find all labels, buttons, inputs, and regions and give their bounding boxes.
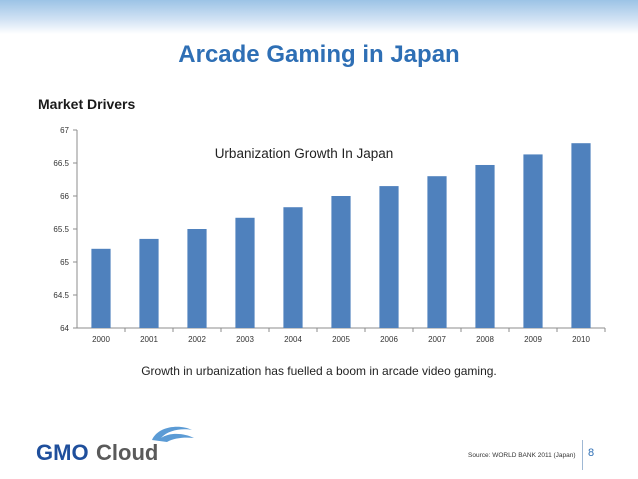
x-tick-label: 2001: [140, 335, 158, 344]
x-tick-label: 2010: [572, 335, 590, 344]
y-tick-label: 65.5: [53, 225, 69, 234]
x-tick-label: 2006: [380, 335, 398, 344]
source-note: Source: WORLD BANK 2011 (Japan): [468, 452, 576, 459]
y-tick-label: 65: [60, 258, 69, 267]
page-divider: [582, 440, 583, 470]
bar-2000: [91, 248, 111, 328]
y-tick-label: 66.5: [53, 159, 69, 168]
bar-2009: [523, 154, 543, 328]
x-tick-label: 2007: [428, 335, 446, 344]
gmo-cloud-logo: GMO Cloud: [36, 426, 194, 465]
urbanization-bar-chart: 64 64.5 65 65.5 66 66.5 67 2000 2001 2002 2003 2004…: [53, 126, 606, 344]
bar-2001: [139, 238, 159, 328]
slide-title: Arcade Gaming in Japan: [178, 41, 460, 68]
bar-2003: [235, 217, 255, 328]
bar-2008: [475, 164, 495, 328]
y-tick-label: 67: [60, 126, 69, 135]
cloud-swirl-icon: [152, 426, 194, 442]
bar-2007: [427, 176, 447, 328]
bar-2004: [283, 207, 303, 328]
bar-2006: [379, 186, 399, 328]
logo-text-cloud: Cloud: [96, 440, 158, 465]
bar-2002: [187, 229, 207, 328]
page-number: 8: [588, 447, 595, 459]
bar-2010: [571, 143, 591, 328]
x-tick-label: 2005: [332, 335, 350, 344]
chart-caption: Growth in urbanization has fuelled a boo…: [141, 364, 497, 378]
y-tick-label: 64: [60, 324, 69, 333]
x-tick-label: 2004: [284, 335, 302, 344]
bar-2005: [331, 196, 351, 328]
y-tick-label: 64.5: [53, 291, 69, 300]
x-tick-label: 2003: [236, 335, 254, 344]
y-tick-label: 66: [60, 192, 69, 201]
header-band: [0, 0, 638, 34]
x-tick-label: 2002: [188, 335, 206, 344]
x-tick-label: 2008: [476, 335, 494, 344]
logo-text-gmo: GMO: [36, 440, 89, 465]
x-tick-label: 2009: [524, 335, 542, 344]
x-tick-label: 2000: [92, 335, 110, 344]
chart-title: Urbanization Growth In Japan: [215, 146, 394, 161]
section-label: Market Drivers: [38, 96, 136, 112]
